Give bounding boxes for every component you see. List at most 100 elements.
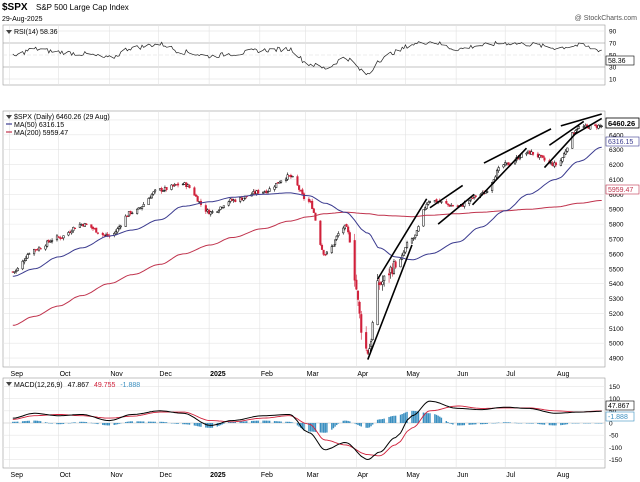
candle-body bbox=[219, 206, 222, 210]
candle-body bbox=[163, 187, 167, 191]
macd-histogram-bar bbox=[268, 420, 271, 423]
header-credit: @ StockCharts.com bbox=[575, 15, 638, 22]
price-tick-label: 5700 bbox=[609, 237, 624, 244]
candle-body bbox=[312, 208, 315, 213]
macd-histogram-bar bbox=[368, 423, 371, 428]
candle-body bbox=[574, 130, 577, 133]
candle-body bbox=[502, 164, 505, 168]
candle-body bbox=[211, 211, 214, 213]
candle-body bbox=[118, 226, 121, 229]
macd-histogram-bar bbox=[422, 412, 425, 423]
candle-body bbox=[288, 175, 291, 177]
candle-body bbox=[24, 257, 27, 261]
macd-histogram-bar bbox=[103, 423, 106, 426]
candle-body bbox=[433, 200, 436, 203]
candle-body bbox=[162, 190, 165, 192]
macd-histogram-bar bbox=[102, 423, 104, 425]
macd-histogram-bar bbox=[357, 423, 359, 426]
macd-histogram-bar bbox=[174, 423, 176, 424]
macd-histogram-bar bbox=[219, 423, 222, 426]
macd-histogram-bar bbox=[265, 420, 268, 423]
candle-body bbox=[486, 191, 489, 193]
macd-histogram-bar bbox=[39, 421, 42, 423]
candle-body bbox=[595, 125, 598, 128]
macd-histogram-bar bbox=[424, 412, 426, 423]
macd-histogram-bar bbox=[244, 421, 246, 423]
macd-histogram-bar bbox=[72, 422, 75, 423]
macd-histogram-bar bbox=[548, 423, 551, 426]
candle-body bbox=[446, 203, 450, 205]
candle-body bbox=[286, 174, 289, 180]
month-label: Sep bbox=[11, 371, 24, 378]
candle-body bbox=[594, 124, 597, 126]
macd-histogram-bar bbox=[471, 423, 474, 425]
macd-histogram-bar bbox=[118, 423, 120, 424]
macd-histogram-bar bbox=[275, 421, 277, 423]
price-last-badge: 6460.26 bbox=[608, 119, 635, 128]
candle-body bbox=[127, 211, 131, 217]
macd-histogram-bar bbox=[231, 421, 233, 423]
rsi-triangle-icon bbox=[6, 30, 12, 34]
macd-histogram-bar bbox=[337, 423, 340, 424]
candle-body bbox=[428, 201, 432, 203]
candle-body bbox=[301, 189, 304, 195]
macd-histogram-bar bbox=[461, 423, 464, 426]
macd-histogram-bar bbox=[290, 421, 292, 423]
macd-plot bbox=[12, 400, 603, 461]
candle-body bbox=[597, 125, 600, 129]
candle-body bbox=[332, 244, 335, 247]
candle-body bbox=[379, 282, 382, 285]
header-date: 29-Aug-2025 bbox=[2, 16, 43, 23]
candle-body bbox=[57, 236, 60, 238]
macd-tick-labels: 150100500-50-100-150 bbox=[609, 384, 622, 464]
macd-histogram-bar bbox=[160, 421, 163, 423]
price-tick-label: 6400 bbox=[609, 132, 624, 139]
price-tick-label: 5600 bbox=[609, 251, 624, 258]
candle-body bbox=[307, 198, 310, 202]
macd-histogram-bar bbox=[309, 423, 312, 432]
candle-body bbox=[221, 207, 224, 209]
month-label: Aug bbox=[557, 472, 570, 479]
candle-body bbox=[240, 197, 243, 201]
candle-body bbox=[188, 185, 191, 189]
macd-histogram-bar bbox=[84, 421, 86, 423]
macd-histogram-bar bbox=[399, 414, 402, 423]
candle-body bbox=[549, 162, 553, 164]
candle-body bbox=[378, 282, 381, 285]
candle-body bbox=[60, 237, 63, 239]
candle-body bbox=[440, 201, 443, 203]
macd-histogram-bar bbox=[62, 423, 65, 424]
macd-histogram-bar bbox=[393, 415, 395, 423]
macd-histogram-bar bbox=[506, 422, 508, 423]
candle-body bbox=[149, 197, 152, 199]
macd-histogram-bar bbox=[138, 421, 140, 423]
candle-body bbox=[124, 215, 127, 227]
macd-histogram-bar bbox=[486, 423, 488, 424]
candle-body bbox=[129, 210, 132, 215]
macd-histogram-bar bbox=[280, 421, 282, 423]
macd-histogram-bar bbox=[412, 410, 415, 423]
macd-tick-label: -50 bbox=[609, 433, 619, 440]
macd-histogram-bar bbox=[129, 421, 132, 423]
candle-body bbox=[577, 126, 580, 129]
candle-body bbox=[175, 184, 178, 186]
macd-histogram-bar bbox=[154, 421, 156, 423]
macd-histogram-bar bbox=[450, 423, 452, 424]
candle-body bbox=[414, 234, 417, 238]
candle-body bbox=[280, 180, 283, 183]
macd-histogram-bar bbox=[355, 423, 358, 425]
candle-body bbox=[234, 199, 237, 202]
candle-body bbox=[554, 162, 557, 166]
macd-triangle-icon bbox=[6, 382, 12, 386]
candle-body bbox=[564, 150, 567, 155]
trend-line bbox=[543, 131, 578, 169]
macd-histogram-bar bbox=[108, 423, 111, 426]
macd-histogram-bar bbox=[427, 413, 430, 423]
macd-histogram-bar bbox=[551, 423, 554, 426]
candle-body bbox=[262, 191, 265, 194]
macd-histogram-bar bbox=[79, 421, 81, 423]
macd-histogram-bar bbox=[97, 423, 99, 425]
candle-body bbox=[209, 211, 212, 215]
macd-histogram-bar bbox=[151, 421, 153, 423]
candle-body bbox=[142, 204, 145, 207]
